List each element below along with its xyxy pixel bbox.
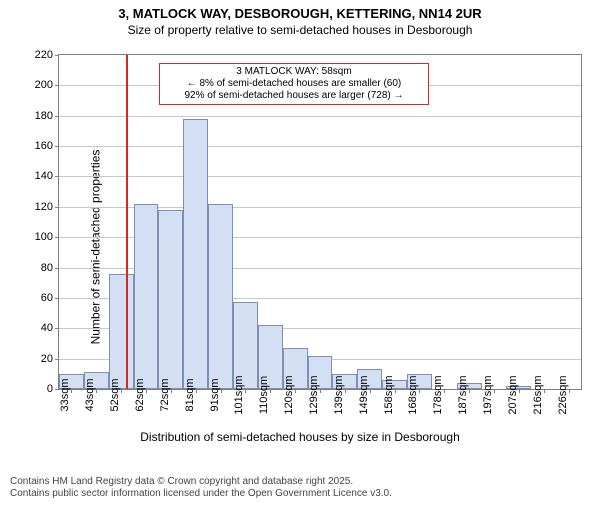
y-tick-mark xyxy=(55,328,59,329)
y-tick-mark xyxy=(55,146,59,147)
y-tick-label: 180 xyxy=(35,110,53,122)
x-tick-label: 216sqm xyxy=(532,375,544,414)
x-tick-label: 139sqm xyxy=(333,375,345,414)
x-tick-label: 158sqm xyxy=(383,375,395,414)
x-tick-label: 178sqm xyxy=(432,375,444,414)
y-tick-mark xyxy=(55,116,59,117)
x-tick-mark xyxy=(295,389,296,393)
x-tick-label: 43sqm xyxy=(84,378,96,411)
x-tick-mark xyxy=(245,389,246,393)
chart-title-sub: Size of property relative to semi-detach… xyxy=(0,23,600,37)
y-tick-label: 80 xyxy=(41,262,53,274)
annotation-line: ← 8% of semi-detached houses are smaller… xyxy=(164,78,424,90)
x-tick-mark xyxy=(71,389,72,393)
footer-attribution: Contains HM Land Registry data © Crown c… xyxy=(10,476,392,500)
y-tick-label: 20 xyxy=(41,353,53,365)
x-tick-label: 187sqm xyxy=(457,375,469,414)
x-tick-label: 81sqm xyxy=(184,378,196,411)
plot-area: 02040608010012014016018020022033sqm43sqm… xyxy=(58,54,582,390)
footer-line-1: Contains HM Land Registry data © Crown c… xyxy=(10,476,392,488)
histogram-bar xyxy=(183,119,208,389)
x-tick-label: 33sqm xyxy=(59,378,71,411)
x-tick-label: 101sqm xyxy=(233,375,245,414)
y-tick-label: 0 xyxy=(47,383,53,395)
histogram-bar xyxy=(158,210,183,389)
x-tick-label: 72sqm xyxy=(159,378,171,411)
y-tick-mark xyxy=(55,298,59,299)
x-tick-label: 149sqm xyxy=(358,375,370,414)
y-tick-mark xyxy=(55,55,59,56)
annotation-line: 92% of semi-detached houses are larger (… xyxy=(164,90,424,102)
y-tick-mark xyxy=(55,207,59,208)
chart-title-main: 3, MATLOCK WAY, DESBOROUGH, KETTERING, N… xyxy=(0,6,600,21)
gridline xyxy=(59,146,581,147)
histogram-bar xyxy=(134,204,159,389)
y-tick-label: 60 xyxy=(41,292,53,304)
x-tick-mark xyxy=(270,389,271,393)
x-axis-label: Distribution of semi-detached houses by … xyxy=(0,430,600,444)
y-tick-mark xyxy=(55,268,59,269)
y-tick-label: 200 xyxy=(35,79,53,91)
x-tick-mark xyxy=(121,389,122,393)
y-tick-label: 100 xyxy=(35,231,53,243)
chart-container: Number of semi-detached properties 02040… xyxy=(0,48,600,446)
x-tick-mark xyxy=(494,389,495,393)
x-tick-mark xyxy=(444,389,445,393)
y-tick-mark xyxy=(55,176,59,177)
gridline xyxy=(59,116,581,117)
reference-line xyxy=(126,55,128,389)
x-tick-label: 110sqm xyxy=(258,376,270,414)
annotation-line: 3 MATLOCK WAY: 58sqm xyxy=(164,66,424,78)
x-tick-mark xyxy=(320,389,321,393)
x-tick-mark xyxy=(469,389,470,393)
x-tick-label: 197sqm xyxy=(482,375,494,414)
footer-line-2: Contains public sector information licen… xyxy=(10,488,392,500)
y-tick-mark xyxy=(55,85,59,86)
annotation-box: 3 MATLOCK WAY: 58sqm← 8% of semi-detache… xyxy=(159,63,429,105)
x-tick-mark xyxy=(419,389,420,393)
x-tick-label: 52sqm xyxy=(109,378,121,411)
x-tick-label: 91sqm xyxy=(209,378,221,411)
x-tick-label: 62sqm xyxy=(134,378,146,411)
x-tick-mark xyxy=(96,389,97,393)
y-tick-label: 160 xyxy=(35,140,53,152)
y-tick-mark xyxy=(55,359,59,360)
y-tick-label: 220 xyxy=(35,49,53,61)
histogram-bar xyxy=(109,274,134,389)
x-tick-label: 129sqm xyxy=(308,375,320,414)
y-tick-label: 40 xyxy=(41,322,53,334)
x-tick-label: 168sqm xyxy=(407,375,419,414)
gridline xyxy=(59,176,581,177)
x-tick-label: 120sqm xyxy=(283,375,295,414)
x-tick-mark xyxy=(146,389,147,393)
x-tick-label: 207sqm xyxy=(507,375,519,414)
histogram-bar xyxy=(208,204,233,389)
x-tick-label: 226sqm xyxy=(557,375,569,414)
y-tick-label: 120 xyxy=(35,201,53,213)
y-tick-label: 140 xyxy=(35,170,53,182)
y-tick-mark xyxy=(55,237,59,238)
